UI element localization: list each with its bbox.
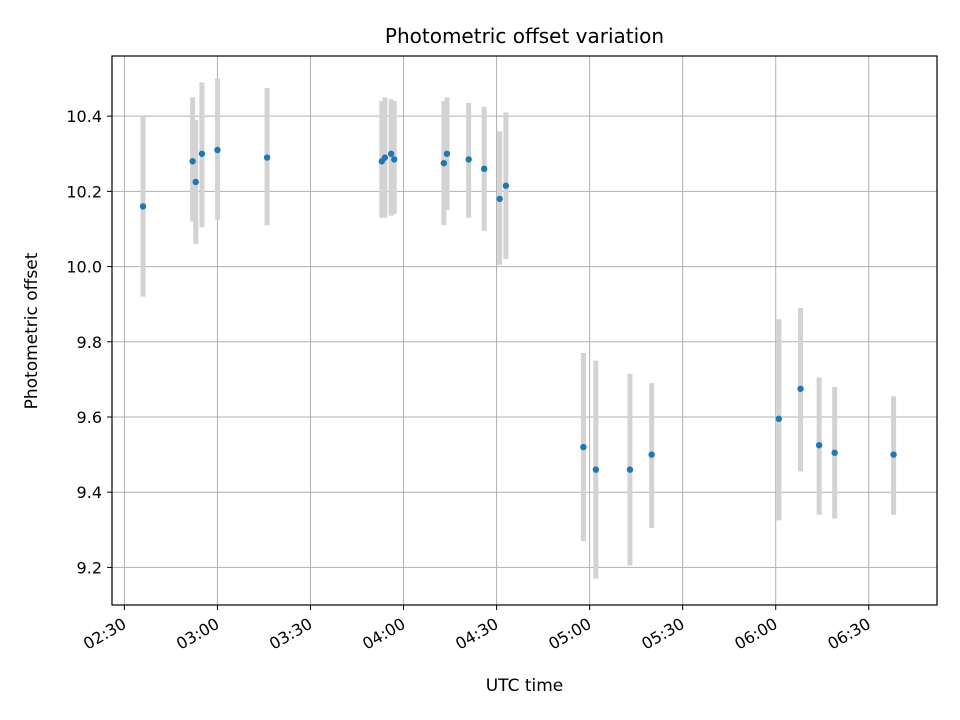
x-tick-label: 05:00 xyxy=(545,614,594,654)
data-point xyxy=(480,165,488,173)
data-point xyxy=(626,466,634,473)
chart-title: Photometric offset variation xyxy=(385,24,664,48)
y-tick-label: 10.2 xyxy=(66,182,102,201)
error-bars xyxy=(140,78,897,579)
x-tick-label: 03:00 xyxy=(173,614,222,654)
data-point xyxy=(192,178,199,186)
data-point xyxy=(775,415,783,423)
x-tick-label: 04:30 xyxy=(452,614,501,654)
grid xyxy=(112,56,937,605)
data-point xyxy=(890,451,897,458)
data-point xyxy=(198,150,206,157)
x-axis-label: UTC time xyxy=(486,676,564,696)
data-points xyxy=(139,146,897,473)
data-point xyxy=(465,156,472,163)
data-point xyxy=(381,154,389,161)
plot-frame xyxy=(111,55,938,606)
y-tick-label: 9.4 xyxy=(77,483,102,502)
data-point xyxy=(391,156,398,163)
data-point xyxy=(815,441,823,449)
y-tick-label: 10.0 xyxy=(66,258,102,277)
y-axis-ticks: 9.2 9.4 9.6 9.8 10.0 10.2 10.4 xyxy=(66,107,112,577)
data-point xyxy=(831,449,838,456)
data-point xyxy=(263,154,271,161)
data-point xyxy=(496,195,503,203)
x-tick-label: 05:30 xyxy=(638,614,687,654)
data-point xyxy=(214,146,221,154)
data-point xyxy=(797,385,804,392)
y-tick-label: 9.6 xyxy=(77,408,102,427)
x-axis-ticks: 02:30 03:00 03:30 04:00 04:30 05:00 05:30 06:00… xyxy=(80,605,874,654)
x-tick-label: 06:30 xyxy=(824,614,873,654)
x-tick-label: 04:00 xyxy=(359,614,408,654)
data-point xyxy=(387,150,395,157)
data-point xyxy=(580,443,587,451)
x-tick-label: 06:00 xyxy=(731,614,780,654)
x-tick-label: 02:30 xyxy=(80,614,129,654)
x-tick-label: 03:30 xyxy=(266,614,315,654)
data-point xyxy=(440,159,448,167)
data-point xyxy=(648,451,655,458)
y-tick-label: 9.2 xyxy=(77,558,102,577)
y-axis-label: Photometric offset xyxy=(22,252,42,409)
y-tick-label: 9.8 xyxy=(77,333,102,352)
data-point xyxy=(592,466,600,473)
data-point xyxy=(502,182,510,189)
data-point xyxy=(443,150,451,157)
data-point xyxy=(189,158,196,165)
y-tick-label: 10.4 xyxy=(66,107,102,126)
data-point xyxy=(139,203,147,210)
